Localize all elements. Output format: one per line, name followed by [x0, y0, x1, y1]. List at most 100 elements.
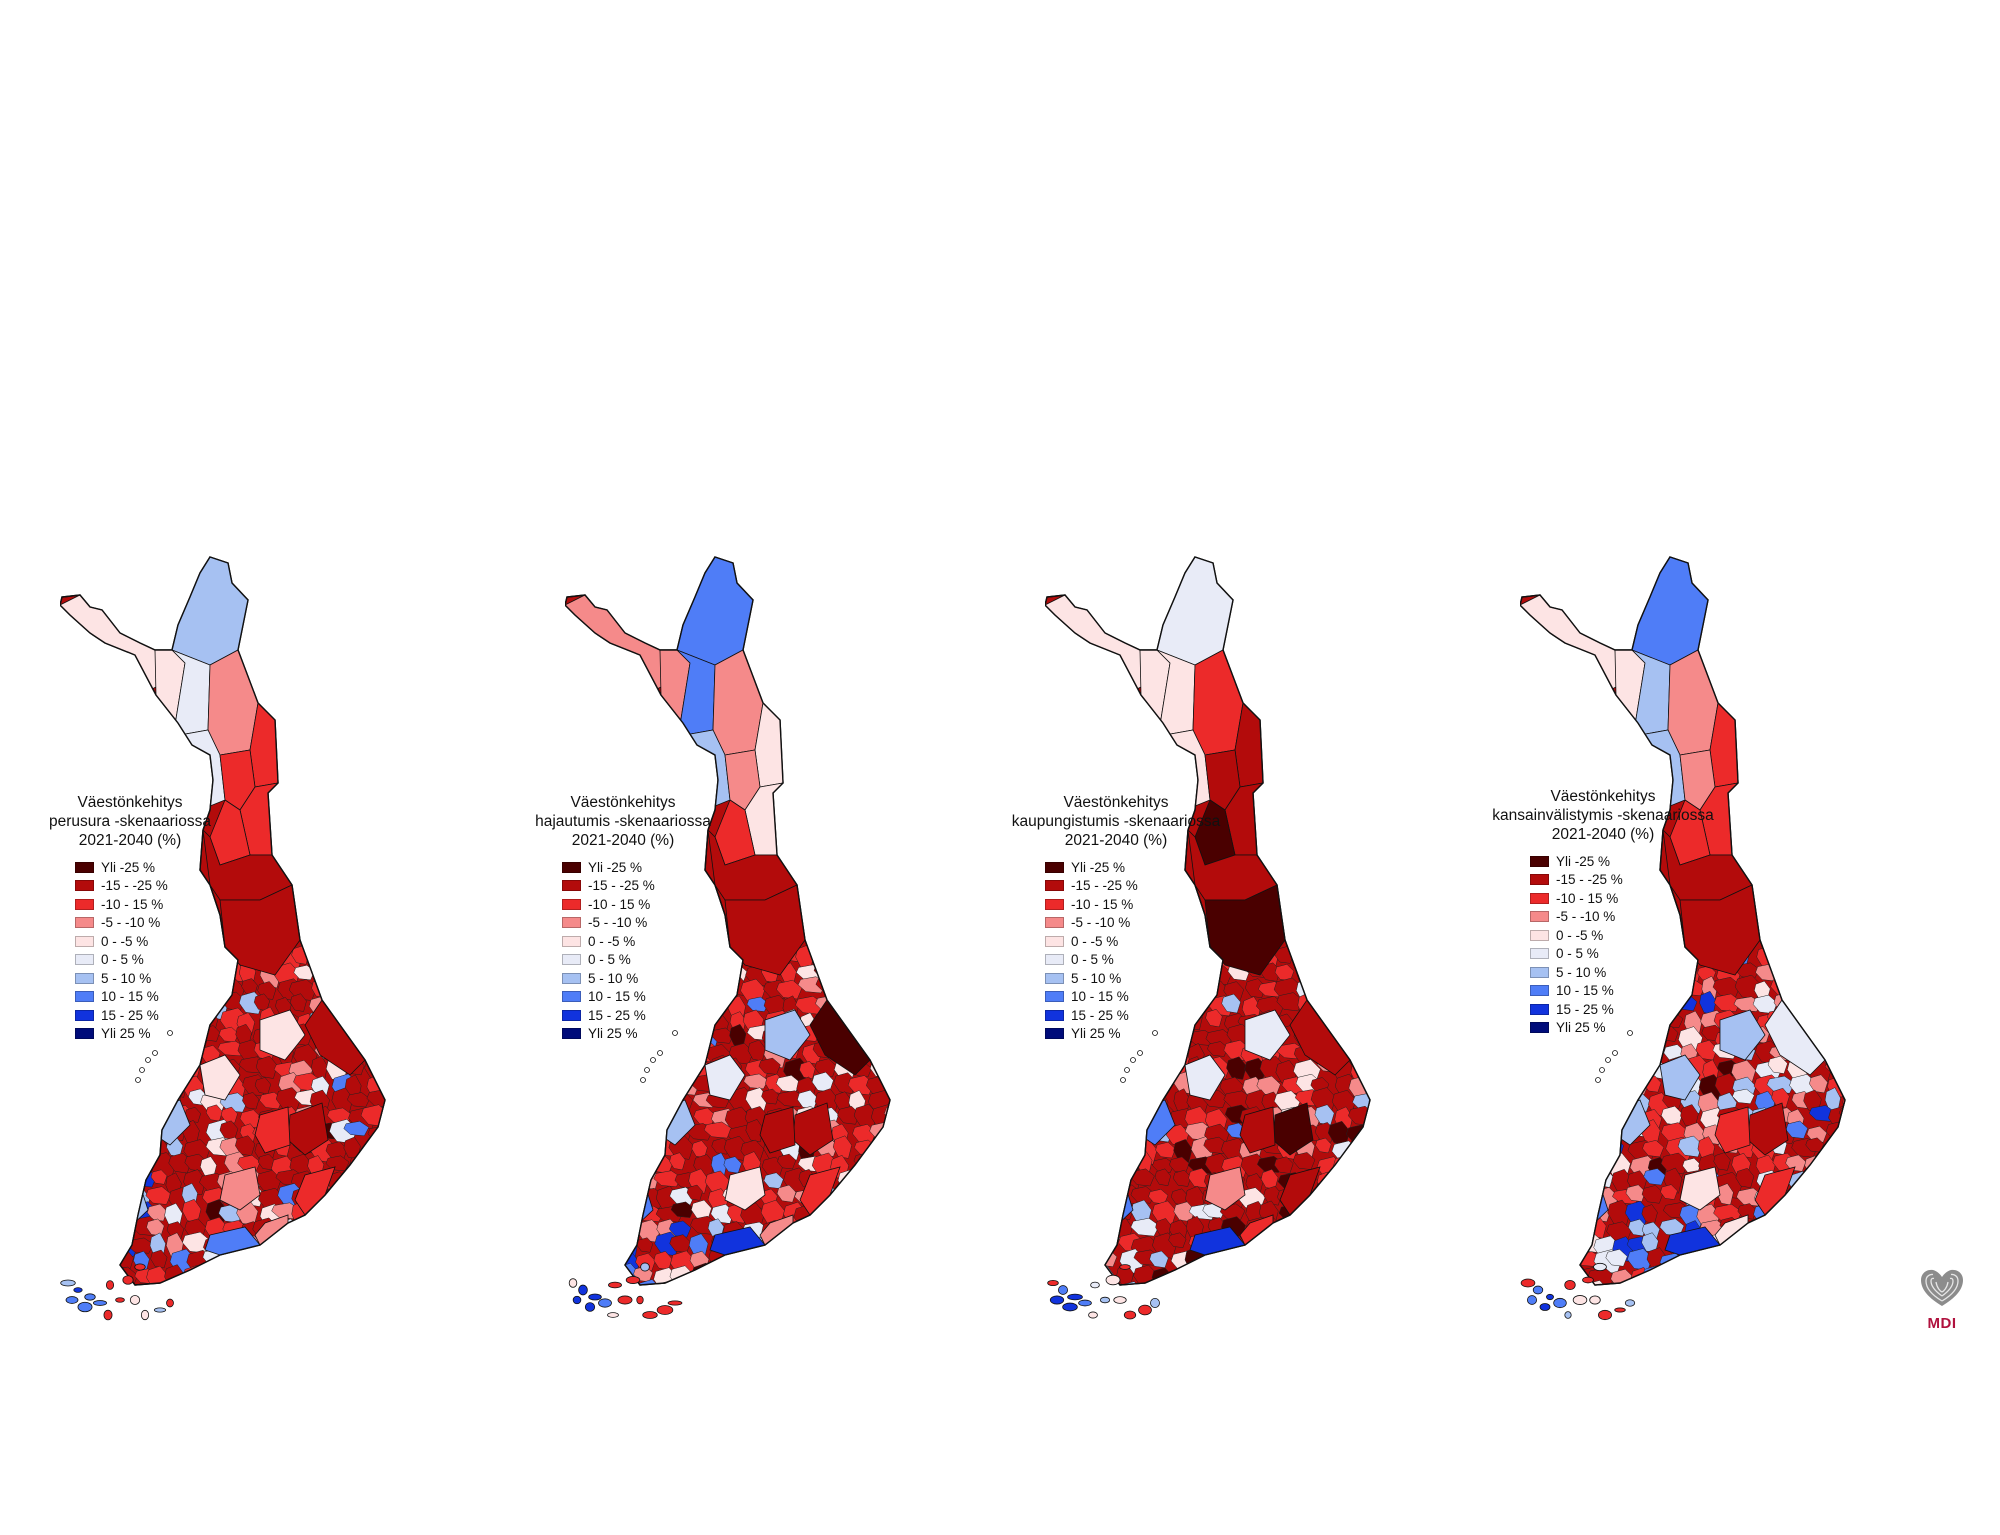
municipality[interactable] — [1842, 1093, 1850, 1113]
municipality[interactable] — [1314, 1253, 1341, 1270]
municipality[interactable] — [1645, 1279, 1674, 1303]
island[interactable] — [84, 1293, 96, 1301]
municipality[interactable] — [1828, 1139, 1850, 1161]
municipality[interactable] — [114, 1058, 139, 1076]
municipality[interactable] — [884, 1119, 895, 1141]
island[interactable] — [1593, 1262, 1607, 1272]
municipality[interactable] — [343, 1121, 370, 1137]
municipality[interactable] — [831, 975, 852, 996]
island[interactable] — [1099, 1296, 1111, 1304]
municipality[interactable] — [854, 1008, 880, 1035]
municipality[interactable] — [1332, 981, 1357, 998]
municipality[interactable] — [815, 946, 842, 971]
municipality[interactable] — [1804, 1155, 1822, 1176]
municipality[interactable] — [1365, 1283, 1375, 1299]
municipality[interactable] — [363, 975, 390, 995]
municipality[interactable] — [1367, 1107, 1375, 1125]
island[interactable] — [1062, 1302, 1078, 1312]
municipality[interactable] — [1311, 1220, 1331, 1239]
municipality[interactable] — [1843, 1250, 1850, 1267]
municipality[interactable] — [829, 1232, 857, 1251]
municipality[interactable] — [1222, 1264, 1240, 1282]
municipality[interactable] — [865, 993, 892, 1017]
island[interactable] — [584, 1302, 596, 1312]
municipality[interactable] — [887, 1253, 895, 1270]
municipality[interactable] — [362, 1156, 390, 1183]
municipality[interactable] — [254, 1267, 281, 1290]
municipality[interactable] — [1589, 1092, 1611, 1116]
municipality[interactable] — [1315, 1265, 1339, 1290]
region-mikkeli[interactable] — [1714, 1106, 1751, 1154]
municipality[interactable] — [1168, 1232, 1187, 1248]
municipality[interactable] — [1766, 1218, 1793, 1241]
municipality[interactable] — [1608, 1074, 1633, 1101]
region-sodankyla[interactable] — [712, 649, 764, 756]
municipality[interactable] — [1353, 1044, 1375, 1068]
municipality[interactable] — [776, 1090, 806, 1108]
municipality[interactable] — [621, 1232, 638, 1260]
municipality[interactable] — [873, 1009, 895, 1030]
island[interactable] — [122, 1275, 134, 1285]
municipality[interactable] — [1605, 1249, 1628, 1267]
municipality[interactable] — [1767, 944, 1790, 967]
island[interactable] — [607, 1312, 619, 1318]
region-lahti[interactable] — [724, 1166, 766, 1211]
municipality[interactable] — [362, 1280, 382, 1298]
municipality[interactable] — [1369, 1135, 1375, 1161]
municipality[interactable] — [1364, 1040, 1375, 1064]
municipality[interactable] — [182, 1265, 205, 1289]
island[interactable] — [656, 1305, 674, 1315]
municipality[interactable] — [1226, 1056, 1247, 1080]
municipality[interactable] — [635, 1055, 661, 1077]
municipality[interactable] — [871, 1216, 890, 1239]
municipality[interactable] — [1352, 1154, 1370, 1177]
municipality[interactable] — [653, 1170, 682, 1188]
municipality[interactable] — [1334, 1248, 1358, 1270]
region-pori[interactable] — [622, 1109, 661, 1156]
municipality[interactable] — [873, 1232, 893, 1249]
municipality[interactable] — [386, 1203, 390, 1228]
municipality[interactable] — [1130, 1217, 1160, 1237]
island[interactable] — [1532, 1285, 1544, 1295]
municipality[interactable] — [1116, 1040, 1135, 1056]
region-kuopio[interactable] — [1244, 1009, 1291, 1061]
municipality[interactable] — [835, 961, 857, 985]
municipality[interactable] — [833, 1185, 853, 1204]
municipality[interactable] — [1332, 996, 1352, 1014]
municipality[interactable] — [1207, 1285, 1234, 1300]
municipality[interactable] — [1353, 1235, 1370, 1259]
municipality[interactable] — [150, 1249, 168, 1269]
municipality[interactable] — [346, 1235, 375, 1260]
municipality[interactable] — [349, 1154, 371, 1178]
island[interactable] — [1582, 1276, 1594, 1284]
municipality[interactable] — [350, 1263, 371, 1289]
municipality[interactable] — [273, 1251, 302, 1279]
municipality[interactable] — [620, 1140, 646, 1164]
municipality[interactable] — [1841, 1221, 1850, 1238]
municipality[interactable] — [1826, 1039, 1844, 1066]
municipality[interactable] — [345, 979, 371, 1006]
municipality[interactable] — [1804, 977, 1834, 1001]
municipality[interactable] — [707, 1281, 727, 1308]
municipality[interactable] — [1315, 947, 1343, 965]
finland-map-4[interactable] — [1520, 555, 1850, 1335]
municipality[interactable] — [130, 1070, 147, 1097]
municipality[interactable] — [1587, 1121, 1605, 1142]
municipality[interactable] — [1152, 1056, 1170, 1077]
region-mikkeli[interactable] — [254, 1106, 291, 1154]
municipality[interactable] — [889, 1183, 895, 1208]
municipality[interactable] — [308, 1265, 331, 1282]
municipality[interactable] — [1297, 946, 1323, 964]
municipality[interactable] — [796, 1279, 819, 1305]
municipality[interactable] — [1333, 1266, 1355, 1292]
municipality[interactable] — [1116, 1281, 1145, 1306]
municipality[interactable] — [1842, 1024, 1850, 1052]
municipality[interactable] — [1173, 1267, 1198, 1287]
municipality[interactable] — [380, 962, 391, 986]
municipality[interactable] — [1097, 1138, 1126, 1166]
municipality[interactable] — [383, 1263, 390, 1285]
municipality[interactable] — [1569, 1154, 1594, 1175]
municipality[interactable] — [1696, 1268, 1721, 1290]
municipality[interactable] — [669, 1152, 686, 1171]
municipality[interactable] — [636, 1043, 661, 1063]
